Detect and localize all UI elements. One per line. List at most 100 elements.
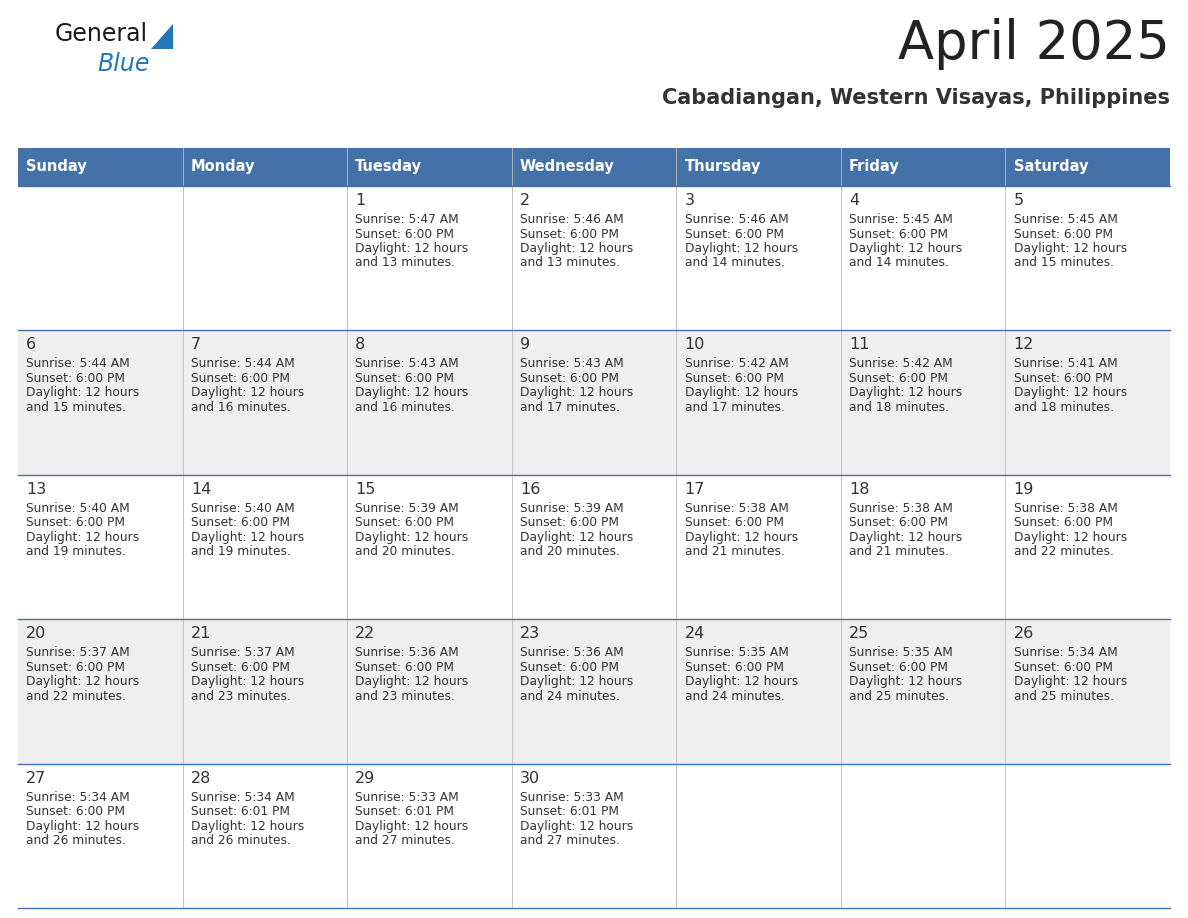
Text: Sunset: 6:00 PM: Sunset: 6:00 PM	[1013, 661, 1113, 674]
Bar	[183, 148, 347, 186]
Text: Sunset: 6:00 PM: Sunset: 6:00 PM	[684, 228, 784, 241]
Bar	[18, 620, 1170, 764]
Text: Sunset: 6:00 PM: Sunset: 6:00 PM	[520, 661, 619, 674]
Text: Sunset: 6:00 PM: Sunset: 6:00 PM	[1013, 228, 1113, 241]
Text: and 26 minutes.: and 26 minutes.	[191, 834, 291, 847]
Text: and 16 minutes.: and 16 minutes.	[355, 401, 455, 414]
Text: Monday: Monday	[191, 160, 255, 174]
Text: 25: 25	[849, 626, 870, 641]
Text: Sunrise: 5:45 AM: Sunrise: 5:45 AM	[849, 213, 953, 226]
Text: and 18 minutes.: and 18 minutes.	[1013, 401, 1113, 414]
Text: 18: 18	[849, 482, 870, 497]
Text: and 20 minutes.: and 20 minutes.	[520, 545, 620, 558]
Text: 4: 4	[849, 193, 859, 208]
Text: 3: 3	[684, 193, 695, 208]
Text: and 19 minutes.: and 19 minutes.	[191, 545, 291, 558]
Text: Sunset: 6:00 PM: Sunset: 6:00 PM	[26, 516, 125, 530]
Text: Daylight: 12 hours: Daylight: 12 hours	[355, 820, 468, 833]
Text: 8: 8	[355, 338, 366, 353]
Text: Sunrise: 5:40 AM: Sunrise: 5:40 AM	[26, 502, 129, 515]
Text: 16: 16	[520, 482, 541, 497]
Text: Sunrise: 5:38 AM: Sunrise: 5:38 AM	[684, 502, 789, 515]
Text: 27: 27	[26, 770, 46, 786]
Text: and 15 minutes.: and 15 minutes.	[1013, 256, 1113, 270]
Text: Daylight: 12 hours: Daylight: 12 hours	[520, 242, 633, 255]
Text: Sunset: 6:01 PM: Sunset: 6:01 PM	[520, 805, 619, 818]
Text: Daylight: 12 hours: Daylight: 12 hours	[191, 386, 304, 399]
Text: Sunset: 6:00 PM: Sunset: 6:00 PM	[849, 661, 948, 674]
Polygon shape	[151, 24, 173, 49]
Text: Sunset: 6:00 PM: Sunset: 6:00 PM	[191, 372, 290, 385]
Text: 28: 28	[191, 770, 211, 786]
Text: and 25 minutes.: and 25 minutes.	[1013, 689, 1113, 702]
Text: Daylight: 12 hours: Daylight: 12 hours	[849, 676, 962, 688]
Text: 30: 30	[520, 770, 541, 786]
Text: Sunrise: 5:43 AM: Sunrise: 5:43 AM	[355, 357, 459, 370]
Text: Sunset: 6:00 PM: Sunset: 6:00 PM	[849, 372, 948, 385]
Text: Sunset: 6:00 PM: Sunset: 6:00 PM	[26, 805, 125, 818]
Text: Daylight: 12 hours: Daylight: 12 hours	[684, 242, 798, 255]
Text: 21: 21	[191, 626, 211, 641]
Text: Blue: Blue	[97, 52, 150, 76]
Text: Friday: Friday	[849, 160, 899, 174]
Bar	[18, 764, 1170, 908]
Text: 29: 29	[355, 770, 375, 786]
Text: and 24 minutes.: and 24 minutes.	[684, 689, 784, 702]
Text: Sunset: 6:00 PM: Sunset: 6:00 PM	[684, 372, 784, 385]
Text: 14: 14	[191, 482, 211, 497]
Text: 17: 17	[684, 482, 704, 497]
Text: Sunrise: 5:36 AM: Sunrise: 5:36 AM	[520, 646, 624, 659]
Text: Daylight: 12 hours: Daylight: 12 hours	[355, 386, 468, 399]
Text: Sunset: 6:00 PM: Sunset: 6:00 PM	[26, 372, 125, 385]
Text: Sunset: 6:00 PM: Sunset: 6:00 PM	[355, 372, 454, 385]
Text: Sunset: 6:01 PM: Sunset: 6:01 PM	[191, 805, 290, 818]
Text: Sunrise: 5:43 AM: Sunrise: 5:43 AM	[520, 357, 624, 370]
Text: Sunrise: 5:45 AM: Sunrise: 5:45 AM	[1013, 213, 1118, 226]
Text: 11: 11	[849, 338, 870, 353]
Text: Sunrise: 5:37 AM: Sunrise: 5:37 AM	[26, 646, 129, 659]
Text: Daylight: 12 hours: Daylight: 12 hours	[191, 676, 304, 688]
Text: Sunday: Sunday	[26, 160, 87, 174]
Text: Sunrise: 5:44 AM: Sunrise: 5:44 AM	[26, 357, 129, 370]
Text: Daylight: 12 hours: Daylight: 12 hours	[355, 242, 468, 255]
Text: Sunrise: 5:33 AM: Sunrise: 5:33 AM	[520, 790, 624, 803]
Text: and 13 minutes.: and 13 minutes.	[520, 256, 620, 270]
Text: Daylight: 12 hours: Daylight: 12 hours	[191, 820, 304, 833]
Text: General: General	[55, 22, 148, 46]
Text: Sunset: 6:00 PM: Sunset: 6:00 PM	[26, 661, 125, 674]
Text: and 14 minutes.: and 14 minutes.	[849, 256, 949, 270]
Text: and 21 minutes.: and 21 minutes.	[684, 545, 784, 558]
Text: Sunrise: 5:38 AM: Sunrise: 5:38 AM	[849, 502, 953, 515]
Text: Sunset: 6:00 PM: Sunset: 6:00 PM	[355, 228, 454, 241]
Text: and 27 minutes.: and 27 minutes.	[520, 834, 620, 847]
Text: Tuesday: Tuesday	[355, 160, 423, 174]
Text: and 21 minutes.: and 21 minutes.	[849, 545, 949, 558]
Text: Sunrise: 5:46 AM: Sunrise: 5:46 AM	[684, 213, 789, 226]
Text: 9: 9	[520, 338, 530, 353]
Text: Sunrise: 5:42 AM: Sunrise: 5:42 AM	[684, 357, 789, 370]
Text: Sunrise: 5:34 AM: Sunrise: 5:34 AM	[26, 790, 129, 803]
Text: Sunrise: 5:42 AM: Sunrise: 5:42 AM	[849, 357, 953, 370]
Text: Sunrise: 5:39 AM: Sunrise: 5:39 AM	[355, 502, 459, 515]
Text: and 13 minutes.: and 13 minutes.	[355, 256, 455, 270]
Text: and 23 minutes.: and 23 minutes.	[355, 689, 455, 702]
Text: Daylight: 12 hours: Daylight: 12 hours	[520, 820, 633, 833]
Bar	[18, 186, 1170, 330]
Text: Sunrise: 5:46 AM: Sunrise: 5:46 AM	[520, 213, 624, 226]
Text: 5: 5	[1013, 193, 1024, 208]
Text: Sunset: 6:00 PM: Sunset: 6:00 PM	[520, 516, 619, 530]
Text: Daylight: 12 hours: Daylight: 12 hours	[849, 531, 962, 543]
Text: Sunrise: 5:34 AM: Sunrise: 5:34 AM	[1013, 646, 1118, 659]
Bar	[1005, 148, 1170, 186]
Text: Sunrise: 5:35 AM: Sunrise: 5:35 AM	[684, 646, 789, 659]
Text: and 22 minutes.: and 22 minutes.	[1013, 545, 1113, 558]
Text: and 18 minutes.: and 18 minutes.	[849, 401, 949, 414]
Text: Cabadiangan, Western Visayas, Philippines: Cabadiangan, Western Visayas, Philippine…	[662, 88, 1170, 108]
Text: and 24 minutes.: and 24 minutes.	[520, 689, 620, 702]
Text: and 22 minutes.: and 22 minutes.	[26, 689, 126, 702]
Text: Sunrise: 5:44 AM: Sunrise: 5:44 AM	[191, 357, 295, 370]
Text: Sunrise: 5:36 AM: Sunrise: 5:36 AM	[355, 646, 459, 659]
Text: 23: 23	[520, 626, 541, 641]
Text: Sunset: 6:00 PM: Sunset: 6:00 PM	[684, 516, 784, 530]
Text: 7: 7	[191, 338, 201, 353]
